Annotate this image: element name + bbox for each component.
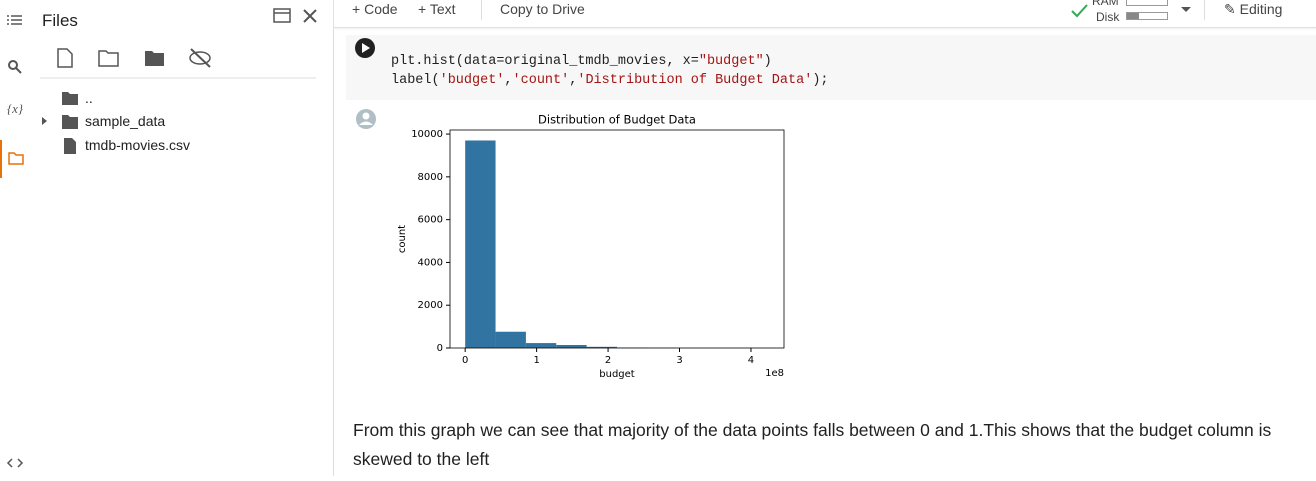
code-line: label('budget','count','Distribution of … [391, 71, 829, 90]
variables-icon[interactable]: {x} [7, 101, 24, 116]
y-tick-label: 6000 [418, 215, 443, 226]
x-tick-label: 1 [533, 355, 539, 366]
rail-icons: {x} [0, 0, 32, 476]
close-icon[interactable] [304, 10, 316, 22]
code-token: 'budget' [440, 73, 505, 88]
output-icon [355, 108, 377, 130]
window-icon[interactable] [274, 9, 290, 22]
dropdown-icon[interactable] [1180, 6, 1192, 14]
bar [465, 140, 495, 348]
code-token: plt.hist(data=original_tmdb_movies, x= [391, 54, 699, 69]
bar [496, 332, 526, 348]
y-tick-label: 8000 [418, 172, 443, 183]
button-label: Copy to Drive [500, 1, 585, 17]
folder-up-icon [62, 92, 78, 105]
icon-rail: {x} [0, 0, 32, 476]
run-button[interactable] [355, 38, 375, 58]
hide-icon[interactable] [190, 49, 210, 67]
x-offset-label: 1e8 [765, 368, 784, 379]
x-axis-label: budget [599, 369, 635, 380]
code-token: , [504, 73, 512, 88]
code-token: ); [812, 73, 828, 88]
code-token: label( [391, 73, 440, 88]
tree-item[interactable]: .. [85, 90, 93, 106]
mode-button[interactable]: ✎ Editing [1224, 1, 1282, 18]
files-icon[interactable] [9, 153, 23, 164]
markdown-text: From this graph we can see that majority… [353, 416, 1313, 474]
upload-icon[interactable] [58, 49, 72, 67]
chart-title: Distribution of Budget Data [538, 113, 696, 127]
code-token: "budget" [699, 54, 764, 69]
y-tick-label: 2000 [418, 300, 443, 311]
disk-label: Disk [1096, 10, 1119, 24]
code-cell: plt.hist(data=original_tmdb_movies, x="b… [346, 35, 1316, 100]
folder-icon [62, 115, 78, 129]
ram-meter [1126, 0, 1168, 6]
code-line: plt.hist(data=original_tmdb_movies, x="b… [391, 52, 829, 71]
button-label: Text [430, 1, 456, 17]
active-indicator [0, 140, 2, 178]
toc-icon[interactable] [7, 16, 22, 24]
tree-item[interactable]: tmdb-movies.csv [85, 137, 190, 153]
check-icon [1070, 2, 1090, 20]
file-icon [64, 138, 76, 154]
x-tick-label: 3 [676, 355, 682, 366]
bar [526, 343, 556, 348]
search-icon[interactable] [9, 61, 21, 73]
toolbar: + Code + Text Copy to Drive RAM Disk ✎ E… [334, 0, 1316, 28]
x-tick-label: 2 [605, 355, 611, 366]
bar [556, 345, 586, 348]
tree-item[interactable]: sample_data [85, 113, 165, 129]
expand-arrow[interactable] [42, 117, 47, 125]
add-code-button[interactable]: + Code [352, 1, 398, 17]
chart: Distribution of Budget Data budget count… [380, 105, 800, 385]
button-label: Code [364, 1, 397, 17]
disk-meter [1126, 12, 1168, 20]
y-tick-label: 0 [437, 343, 443, 354]
copy-button[interactable]: Copy to Drive [500, 1, 585, 17]
x-tick-label: 4 [748, 355, 754, 366]
refresh-icon[interactable] [99, 51, 118, 66]
ram-label: RAM [1092, 0, 1119, 8]
plot-frame [450, 130, 784, 348]
code-token: 'Distribution of Budget Data' [577, 73, 812, 88]
code-editor[interactable]: plt.hist(data=original_tmdb_movies, x="b… [391, 52, 829, 90]
button-label: Editing [1240, 1, 1283, 17]
files-panel: Files .. sample_data tmdb-movies.csv [32, 0, 334, 476]
code-token: ) [764, 54, 772, 69]
separator [1204, 0, 1205, 20]
separator [481, 0, 482, 20]
drive-icon[interactable] [145, 51, 164, 66]
code-token: 'count' [513, 73, 570, 88]
notebook: + Code + Text Copy to Drive RAM Disk ✎ E… [334, 0, 1316, 476]
y-tick-label: 4000 [418, 257, 443, 268]
x-tick-label: 0 [462, 355, 468, 366]
add-text-button[interactable]: + Text [418, 1, 456, 17]
y-axis-label: count [397, 225, 408, 253]
code-snippets-icon[interactable] [8, 459, 22, 467]
y-tick-label: 10000 [411, 129, 443, 140]
disk-fill [1127, 13, 1139, 19]
